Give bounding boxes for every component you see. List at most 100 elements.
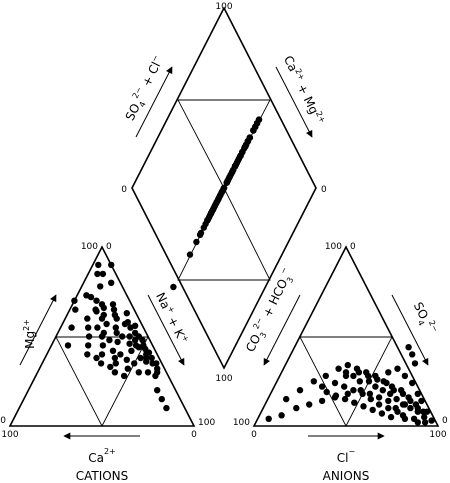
cation-point [154,387,161,394]
cation-point [84,351,91,358]
anion-point [407,404,414,412]
anion-point [414,404,421,412]
diamond-point [255,116,263,123]
anion-point [399,390,407,397]
anion-point [421,419,429,426]
anion-point [296,387,304,394]
cation-point [84,315,91,322]
cation-point [158,395,165,403]
anion-point [293,404,300,412]
cation-point [135,369,142,376]
cation-point [131,336,139,344]
cation-point [94,270,101,278]
anion-point [366,390,374,397]
mg-axis-arrow [19,294,57,366]
anion-points [265,344,435,426]
cation-point [109,347,117,354]
cation-point [137,354,144,362]
anion-point [356,378,363,385]
anion-point [401,401,409,408]
anion-point [350,372,357,380]
anion-point [367,395,374,403]
diamond-point [197,229,205,237]
cation-point [124,365,131,372]
na-k-axis-arrow [147,294,185,366]
cation-point [92,306,99,313]
cation-point [103,320,110,328]
cation-point [126,333,133,340]
cation-point [131,360,138,367]
cation-left-tick-max: 100 [1,430,18,440]
cation-point [94,324,101,331]
cation-point [144,369,152,376]
anion-point [428,417,435,424]
cation-point [114,338,121,346]
cation-point [107,363,114,371]
cation-triangle [8,245,196,427]
cation-point [68,324,75,331]
cation-right-tick-max: 100 [198,418,215,428]
diamond-point [239,148,246,156]
cation-point [123,356,130,363]
cation-point [72,306,79,313]
cation-point [143,354,150,362]
anion-point [365,378,373,385]
cation-point [108,279,115,286]
cation-point [112,360,120,367]
anion-point [323,388,330,396]
anion-point [372,383,379,390]
diamond-point [224,177,231,184]
cation-point [148,354,155,362]
anion-point [399,412,407,419]
anion-point [318,397,326,405]
anion-point [355,369,363,376]
anion-point [344,361,351,369]
cation-point [127,324,134,331]
cation-point [120,372,128,380]
anion-point [392,404,399,412]
mg-label: Mg2+ [22,319,37,349]
cation-point [71,297,78,304]
anion-point [385,397,392,405]
cation-point [108,261,115,269]
cation-point [109,301,117,308]
anion-point [418,397,425,405]
diamond-point [211,202,218,210]
cation-point [152,372,159,380]
cation-point [85,333,93,340]
co3-hco3-axis-arrow [263,294,301,366]
ca-label: Ca2+ [88,447,116,465]
diamond-point [215,195,222,202]
diamond-point [170,283,177,291]
diamond-outline [131,6,317,370]
diamond-bottom-tick: 100 [215,374,232,384]
diamond-point [250,127,257,134]
anion-point [410,415,418,422]
anion-point [379,387,386,394]
anion-point [407,397,414,405]
diamond-point [200,224,207,231]
anion-point [364,372,372,380]
anion-point [344,390,351,397]
anion-point [350,387,357,394]
diamond [131,6,317,370]
anion-left-tick-min: 0 [251,430,257,440]
anion-point [283,395,290,403]
cation-point [100,329,108,337]
cation-point [98,301,106,308]
anion-point [341,395,349,403]
anion-point [310,378,317,385]
ca-mg-axis-arrow [275,66,313,138]
anion-point [318,383,326,390]
na-k-label: Na+ + K+ [153,290,191,346]
anion-point [375,401,383,408]
cation-point [87,293,95,301]
diamond-top-tick: 100 [215,2,232,12]
anion-triangle [252,245,440,427]
anion-point [393,395,400,403]
anion-point [341,383,348,390]
anion-point [387,413,395,421]
anion-apex-tick-max: 100 [325,242,342,252]
cation-right-tick-min: 0 [191,430,197,440]
anion-point [394,365,401,372]
